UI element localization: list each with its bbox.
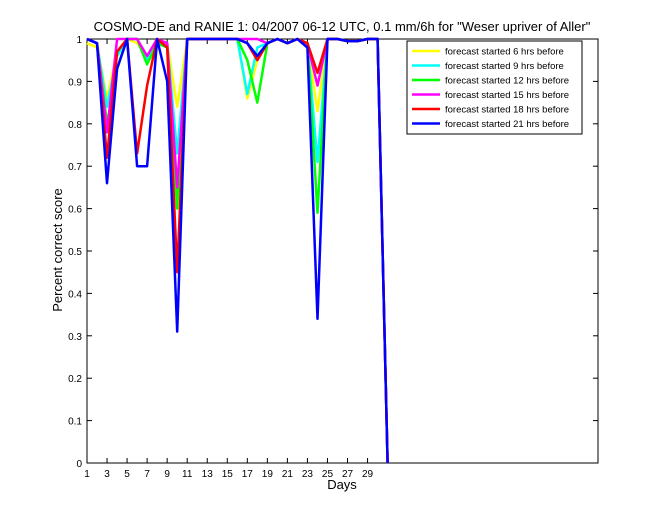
y-tick-label: 0 bbox=[76, 459, 82, 470]
legend-label-5: forecast started 18 hrs before bbox=[445, 105, 569, 116]
legend-label-3: forecast started 12 hrs before bbox=[445, 76, 569, 87]
y-tick-label: 0.9 bbox=[68, 77, 82, 88]
legend: forecast started 6 hrs before forecast st… bbox=[406, 40, 583, 135]
chart-title: COSMO-DE and RANIE 1: 04/2007 06-12 UTC,… bbox=[94, 19, 591, 34]
x-tick-label: 1 bbox=[84, 469, 90, 480]
x-tick-label: 17 bbox=[242, 469, 254, 480]
series-line-6 bbox=[86, 37, 389, 464]
y-axis-label: Percent correct score bbox=[50, 188, 65, 312]
y-tick-label: 0.2 bbox=[68, 374, 82, 385]
y-tick-label: 0.3 bbox=[68, 332, 82, 343]
x-tick-label: 3 bbox=[104, 469, 110, 480]
x-tick-label: 21 bbox=[282, 469, 294, 480]
x-axis-label: Days bbox=[327, 477, 357, 492]
x-tick-label: 5 bbox=[124, 469, 130, 480]
legend-label-1: forecast started 6 hrs before bbox=[445, 47, 564, 58]
y-tick-label: 0.8 bbox=[68, 120, 82, 131]
y-tick-label: 0.4 bbox=[68, 289, 82, 300]
x-tick-label: 25 bbox=[322, 469, 334, 480]
legend-label-4: forecast started 15 hrs before bbox=[445, 90, 569, 101]
legend-label-6: forecast started 21 hrs before bbox=[445, 119, 569, 130]
x-tick-label: 7 bbox=[144, 469, 150, 480]
y-tick-label: 0.5 bbox=[68, 247, 82, 258]
y-tick-label: 0.7 bbox=[68, 162, 82, 173]
tick-labels: 00.10.20.30.40.50.60.70.80.911 3 5 7 9 11 13 15… bbox=[68, 35, 373, 480]
y-tick-label: 0.1 bbox=[68, 417, 82, 428]
series-lines bbox=[86, 37, 389, 464]
legend-box bbox=[406, 40, 583, 135]
legend-label-2: forecast started 9 hrs before bbox=[445, 61, 564, 72]
x-tick-label: 9 bbox=[164, 469, 170, 480]
x-tick-label: 13 bbox=[202, 469, 214, 480]
x-tick-label: 15 bbox=[222, 469, 234, 480]
y-tick-label: 0.6 bbox=[68, 205, 82, 216]
y-tick-label: 1 bbox=[76, 35, 82, 46]
x-tick-label: 23 bbox=[302, 469, 314, 480]
x-tick-label: 11 bbox=[182, 469, 193, 480]
x-tick-label: 19 bbox=[262, 469, 274, 480]
x-tick-label: 29 bbox=[362, 469, 374, 480]
x-tick-label: 27 bbox=[342, 469, 354, 480]
